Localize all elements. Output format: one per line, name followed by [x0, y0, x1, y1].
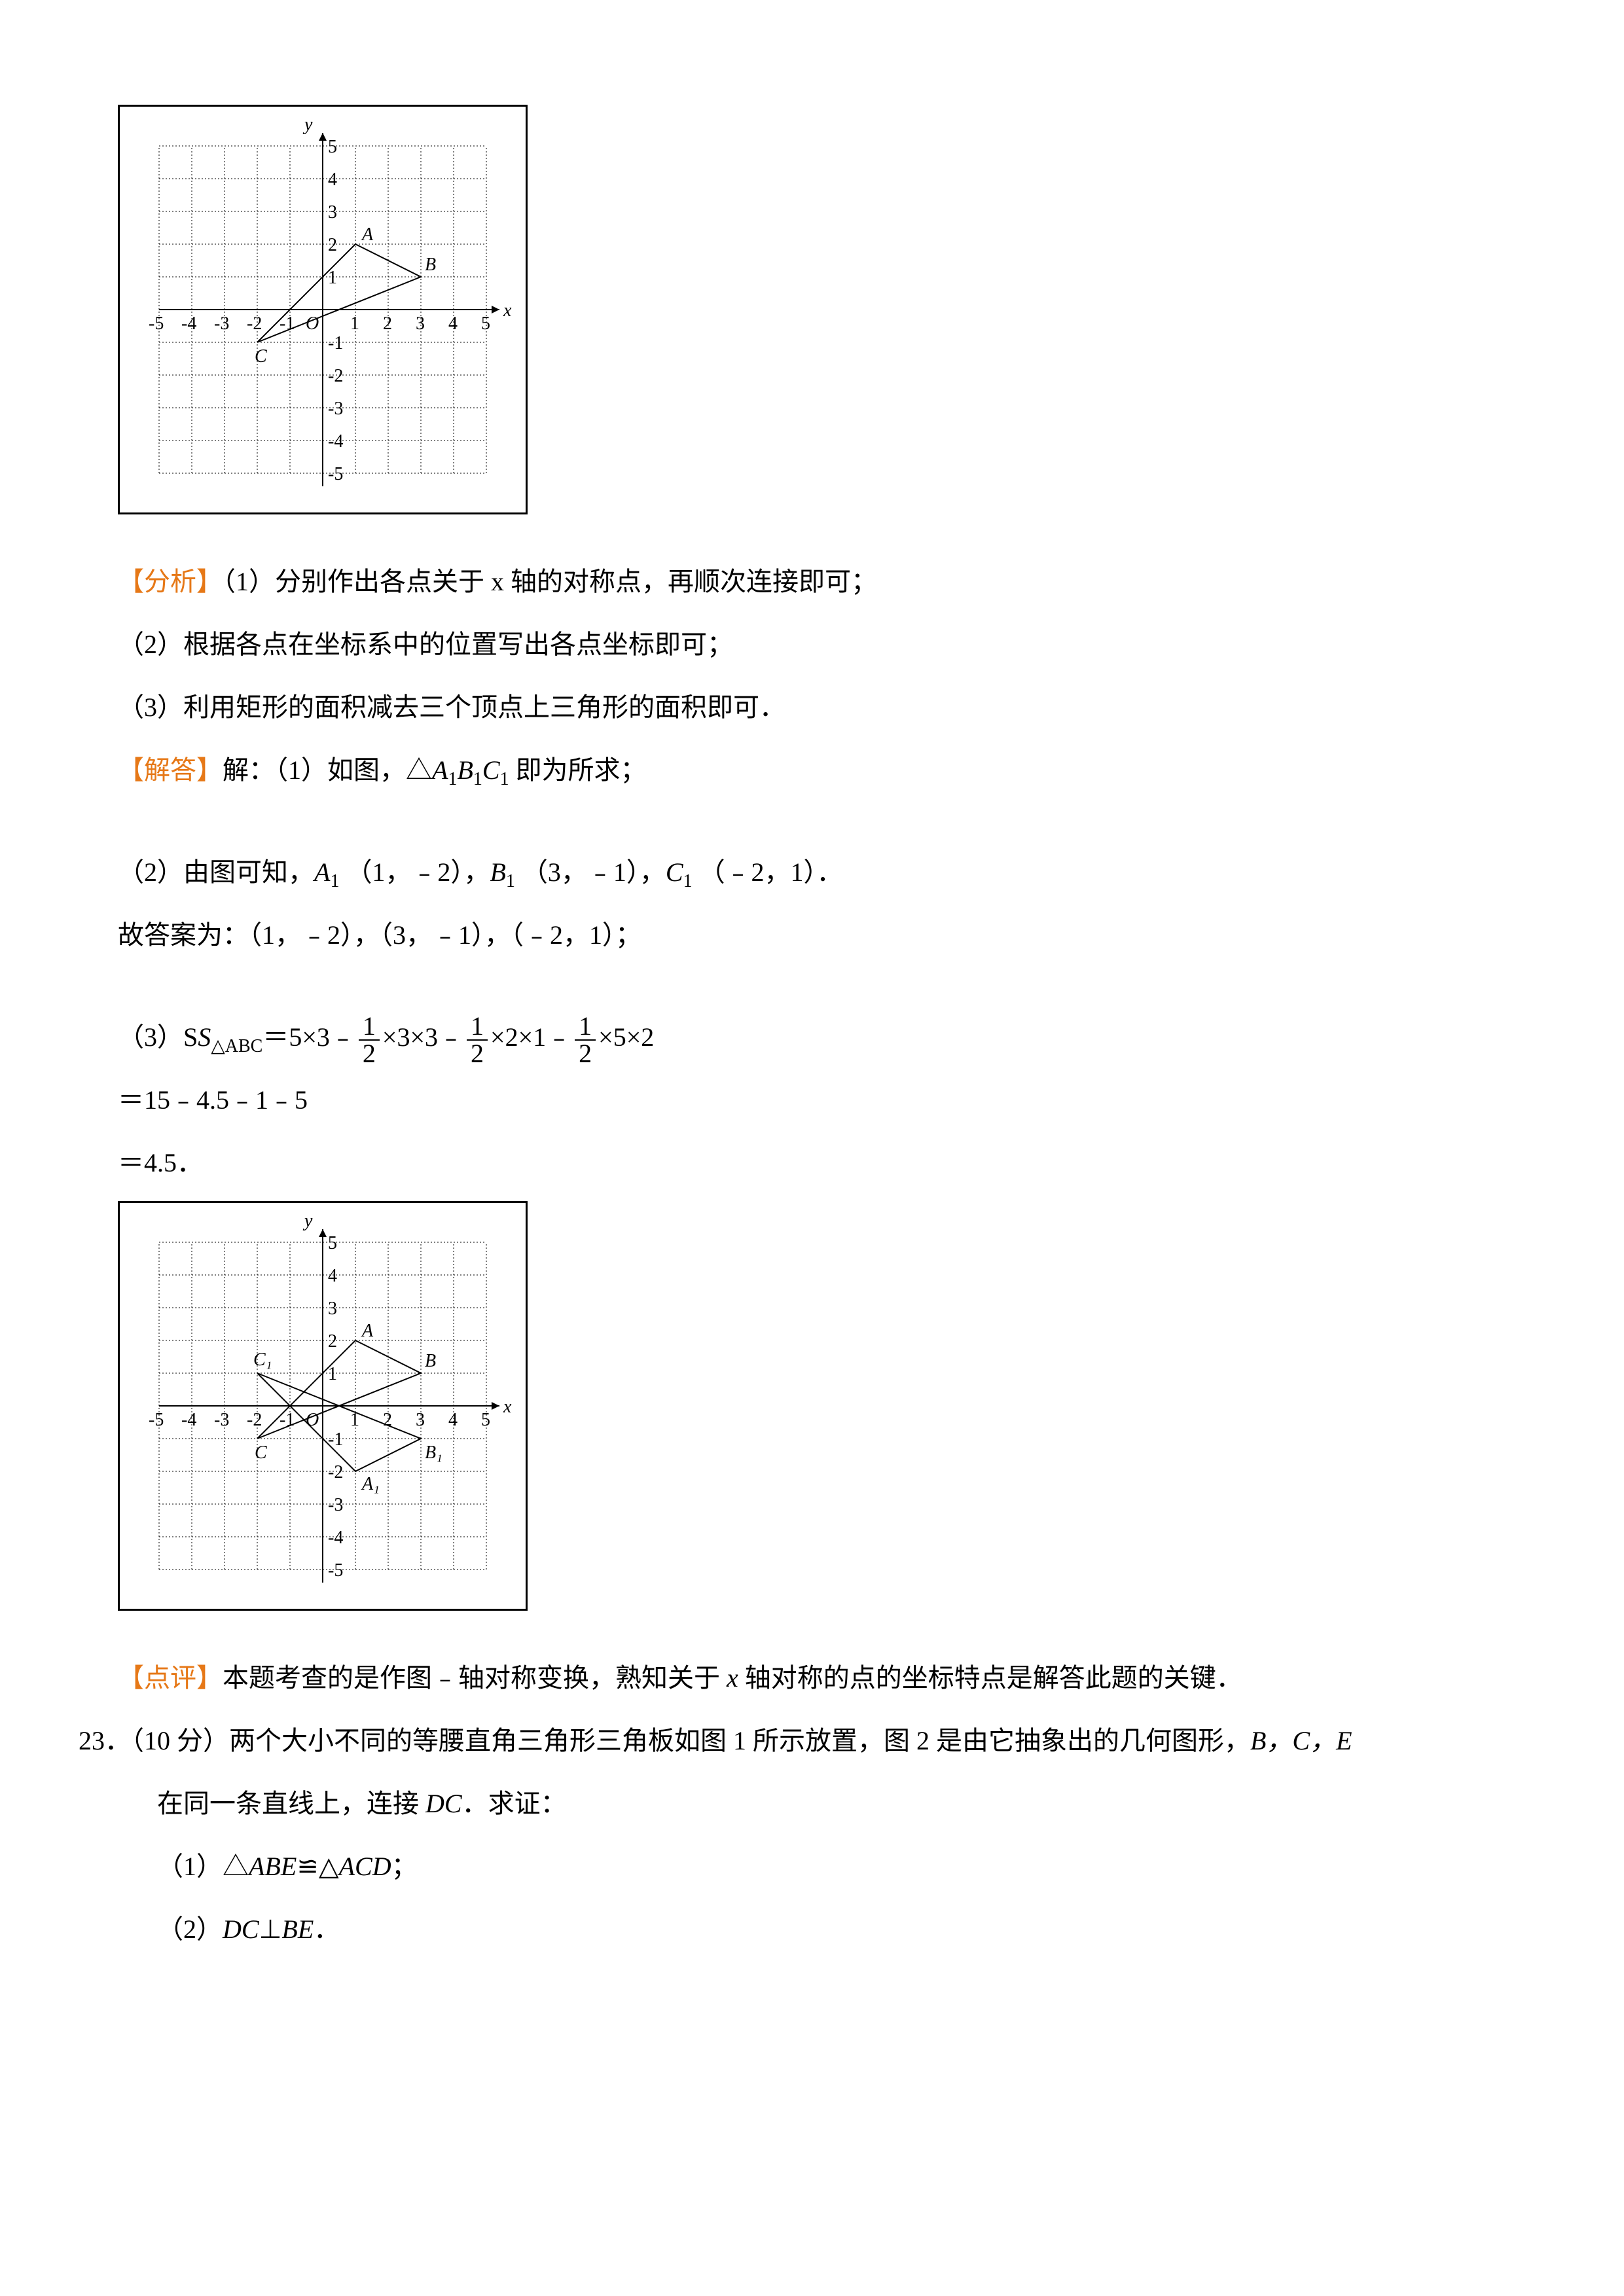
svg-text:5: 5 [328, 1233, 337, 1253]
svg-text:4: 4 [448, 314, 458, 334]
svg-text:-3: -3 [214, 1410, 229, 1430]
svg-text:x: x [503, 300, 512, 321]
solution-part2-line: （2）由图可知，A1 （1，﹣2），B1 （3，﹣1），C1 （﹣2，1）． [79, 841, 1545, 904]
svg-text:-4: -4 [328, 431, 343, 452]
svg-text:-3: -3 [328, 399, 343, 419]
svg-text:B: B [425, 255, 436, 275]
q23-stem-line2: 在同一条直线上，连接 DC．求证： [79, 1772, 1545, 1835]
svg-text:-4: -4 [181, 314, 196, 334]
svg-text:2: 2 [328, 1331, 337, 1352]
svg-text:O: O [306, 314, 319, 334]
svg-text:A₁: A₁ [361, 1474, 380, 1494]
analysis-label: 【分析】 [118, 567, 223, 596]
svg-text:y: y [302, 1211, 313, 1231]
svg-text:3: 3 [328, 202, 337, 223]
svg-text:1: 1 [350, 314, 359, 334]
solution-part3-eq2: ＝15﹣4.5﹣1﹣5 [79, 1069, 1545, 1132]
svg-text:3: 3 [416, 1410, 425, 1430]
svg-text:4: 4 [328, 1266, 337, 1286]
svg-text:2: 2 [328, 235, 337, 255]
svg-text:B: B [425, 1351, 436, 1371]
svg-text:C₁: C₁ [253, 1350, 272, 1370]
comment-text: 本题考查的是作图﹣轴对称变换，熟知关于 x 轴对称的点的坐标特点是解答此题的关键… [223, 1663, 1242, 1693]
svg-text:-5: -5 [328, 464, 343, 484]
svg-text:2: 2 [383, 314, 392, 334]
svg-text:O: O [306, 1410, 319, 1430]
svg-text:x: x [503, 1397, 512, 1417]
q23-stem: 23．（10 分）两个大小不同的等腰直角三角形三角板如图 1 所示放置，图 2 … [79, 1710, 1545, 1772]
svg-text:4: 4 [328, 170, 337, 190]
svg-text:5: 5 [481, 314, 490, 334]
svg-text:A: A [361, 1321, 374, 1341]
solution-intro: 解：（1）如图，△A1B1C1 即为所求； [223, 755, 647, 785]
solution-label: 【解答】 [118, 755, 223, 785]
svg-text:C: C [255, 1443, 267, 1463]
q23-part1: （1）△ABE≌△ACD； [79, 1835, 1545, 1898]
svg-text:5: 5 [328, 137, 337, 157]
svg-text:3: 3 [416, 314, 425, 334]
svg-text:-3: -3 [328, 1495, 343, 1515]
comment-label: 【点评】 [118, 1663, 223, 1693]
svg-text:-4: -4 [181, 1410, 196, 1430]
analysis-item-3: （3）利用矩形的面积减去三个顶点上三角形的面积即可． [79, 676, 1545, 739]
svg-text:-2: -2 [328, 1462, 343, 1482]
coordinate-graph-1: xy-5-4-3-2-112345-5-4-3-2-112345OABC [118, 105, 528, 514]
svg-text:3: 3 [328, 1299, 337, 1319]
svg-text:-4: -4 [328, 1528, 343, 1548]
analysis-item-1: （1）分别作出各点关于 x 轴的对称点，再顺次连接即可； [223, 567, 877, 596]
svg-text:-1: -1 [328, 333, 343, 353]
q23-part2: （2）DC⊥BE． [79, 1898, 1545, 1961]
svg-text:A: A [361, 224, 374, 245]
svg-text:-5: -5 [328, 1560, 343, 1581]
svg-text:-5: -5 [149, 1410, 164, 1430]
svg-text:-5: -5 [149, 314, 164, 334]
svg-text:y: y [302, 115, 313, 135]
svg-text:-3: -3 [214, 314, 229, 334]
solution-part3-eq1: （3）SS△ABC＝5×3﹣12×3×3﹣12×2×1﹣12×5×2 [79, 1006, 1545, 1069]
svg-text:C: C [255, 346, 267, 367]
coordinate-graph-2: xy-5-4-3-2-112345-5-4-3-2-112345OABCA₁B₁… [118, 1201, 528, 1611]
solution-part2-ans: 故答案为：（1，﹣2），（3，﹣1），（﹣2，1）； [79, 904, 1545, 967]
svg-text:-2: -2 [247, 1410, 262, 1430]
solution-part3-eq3: ＝4.5． [79, 1132, 1545, 1194]
svg-text:5: 5 [481, 1410, 490, 1430]
svg-text:-2: -2 [247, 314, 262, 334]
analysis-item-2: （2）根据各点在坐标系中的位置写出各点坐标即可； [79, 613, 1545, 676]
svg-text:4: 4 [448, 1410, 458, 1430]
svg-text:B₁: B₁ [425, 1443, 442, 1463]
svg-text:-2: -2 [328, 366, 343, 386]
